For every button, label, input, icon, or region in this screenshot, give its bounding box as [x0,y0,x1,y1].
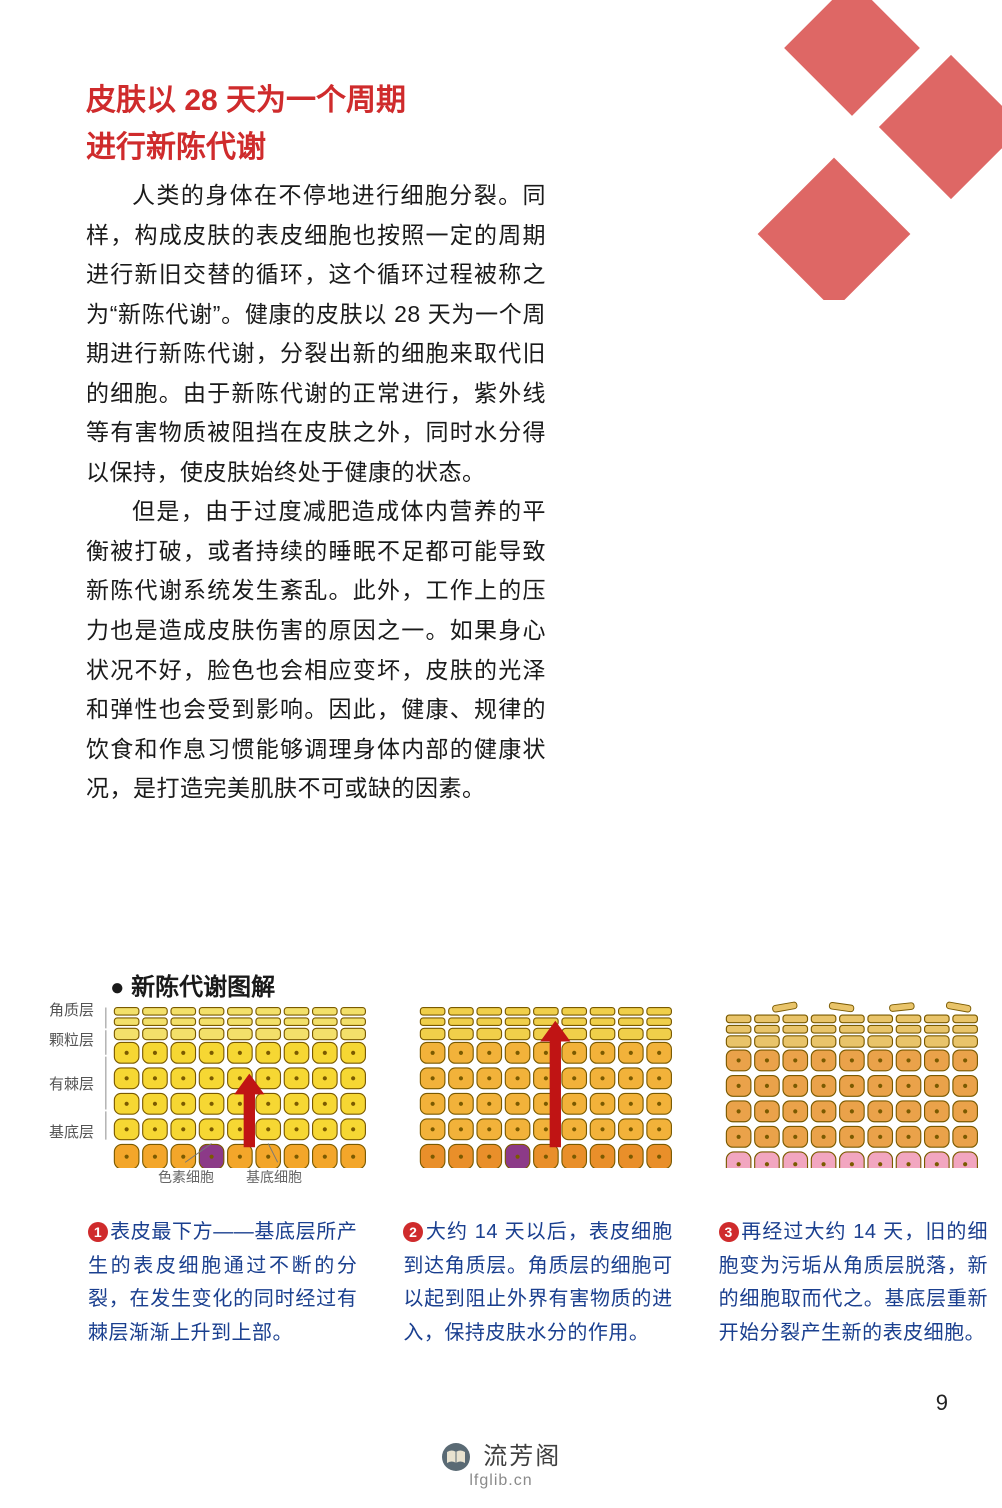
pigment-cell-label: 色素细胞 [158,1167,214,1187]
caption-text-2: 大约 14 天以后，表皮细胞到达角质层。角质层的细胞可以起到阻止外界有害物质的进… [403,1221,672,1344]
layer-label: 角质层 [49,1003,94,1018]
footer-brand: 流芳阁 [483,1444,561,1470]
footer-watermark: 流芳阁 lfglib.cn [0,1436,1002,1490]
caption-2: 2大约 14 天以后，表皮细胞到达角质层。角质层的细胞可以起到阻止外界有害物质的… [403,1216,672,1350]
page-number: 9 [936,1390,948,1416]
skin-panel-1 [96,1000,380,1168]
skin-panel-2 [402,1000,686,1168]
title-line-2: 进行新陈代谢 [86,125,406,172]
page-title: 皮肤以 28 天为一个周期 进行新陈代谢 [86,78,406,171]
caption-1: 1表皮最下方——基底层所产生的表皮细胞通过不断的分裂，在发生变化的同时经过有棘层… [88,1216,357,1350]
body-text: 人类的身体在不停地进行细胞分裂。同样，构成皮肤的表皮细胞也按照一定的周期进行新旧… [86,176,546,809]
diagram-title: ● 新陈代谢图解 [110,967,275,1002]
caption-badge-3: 3 [719,1222,739,1242]
caption-text-3: 再经过大约 14 天，旧的细胞变为污垢从角质层脱落，新的细胞取而代之。基底层重新… [719,1221,988,1344]
footer-url: lfglib.cn [0,1472,1002,1490]
paragraph-2: 但是，由于过度减肥造成体内营养的平衡被打破，或者持续的睡眠不足都可能导致新陈代谢… [86,492,546,808]
layer-label: 有棘层 [49,1077,94,1092]
caption-3: 3再经过大约 14 天，旧的细胞变为污垢从角质层脱落，新的细胞取而代之。基底层重… [719,1216,988,1350]
document-page: 皮肤以 28 天为一个周期 进行新陈代谢 人类的身体在不停地进行细胞分裂。同样，… [0,0,1002,1508]
diagram-captions: 1表皮最下方——基底层所产生的表皮细胞通过不断的分裂，在发生变化的同时经过有棘层… [88,1216,988,1350]
layer-label: 基底层 [49,1125,94,1140]
skin-panel-3 [708,1000,992,1168]
caption-text-1: 表皮最下方——基底层所产生的表皮细胞通过不断的分裂，在发生变化的同时经过有棘层渐… [88,1221,357,1344]
diagram-panels [96,1000,1002,1168]
book-icon [441,1442,471,1472]
caption-badge-1: 1 [88,1222,108,1242]
layer-label: 颗粒层 [49,1033,94,1048]
basal-cell-label: 基底细胞 [246,1167,302,1187]
caption-badge-2: 2 [403,1222,423,1242]
paragraph-1: 人类的身体在不停地进行细胞分裂。同样，构成皮肤的表皮细胞也按照一定的周期进行新旧… [86,176,546,492]
title-line-1: 皮肤以 28 天为一个周期 [86,78,406,125]
